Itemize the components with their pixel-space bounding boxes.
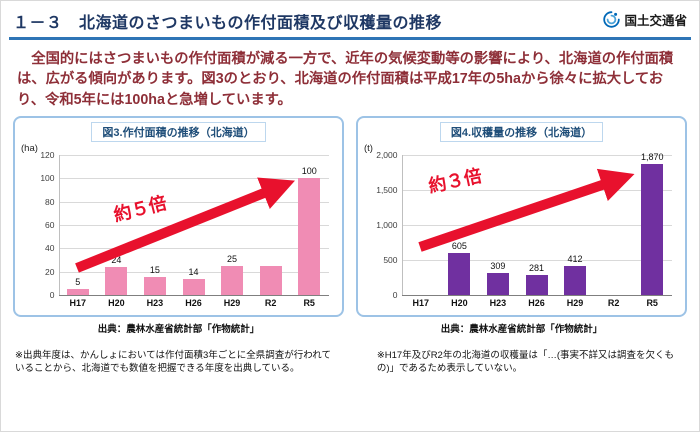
- mlit-logo: 国土交通省: [603, 10, 687, 29]
- chart-figure3-panel: 図3.作付面積の推移（北海道） (ha) 約５倍 0 20 40 60 80 100 120…: [13, 115, 344, 317]
- bar-value-label: 5: [75, 277, 81, 288]
- bar-H23: [143, 277, 166, 295]
- annotation-5x: 約５倍: [111, 192, 169, 226]
- bar-H17: [66, 289, 89, 295]
- y-axis: [58, 154, 60, 295]
- gridline: [58, 248, 329, 250]
- bar-value-label: 309: [490, 261, 506, 272]
- x-tick-label: H26: [528, 297, 545, 308]
- x-tick-label: H23: [146, 297, 164, 308]
- x-tick-label: R2: [264, 297, 277, 308]
- y-axis: [401, 154, 403, 295]
- mlit-logo-icon: [603, 11, 621, 28]
- x-tick-label: H23: [489, 297, 507, 308]
- y-tick-label: 40: [45, 243, 55, 254]
- charts-row: 図3.作付面積の推移（北海道） (ha) 約５倍 0 20 40 60 80 100 120…: [13, 115, 687, 335]
- bar-value-label: 100: [301, 166, 317, 177]
- chart-figure3: 図3.作付面積の推移（北海道） (ha) 約５倍 0 20 40 60 80 100 120…: [13, 115, 344, 335]
- bar-H20: [105, 266, 128, 295]
- gridline: [58, 154, 329, 156]
- y-tick-label: 120: [40, 149, 55, 160]
- bar-value-label: 1,870: [640, 152, 664, 162]
- page-title: １－３ 北海道のさつまいもの作付面積及び収穫量の推移: [13, 15, 443, 32]
- chart-figure4-plot: 約３倍 0 500 1,000 1,500 2,000 H17 605 H20 309 H23 28…: [372, 150, 672, 313]
- chart-figure3-unit: (ha): [21, 142, 38, 154]
- y-tick-label: 0: [392, 289, 398, 300]
- x-tick-label: H17: [412, 297, 430, 308]
- header: １－３ 北海道のさつまいもの作付面積及び収穫量の推移 国土交通省: [1, 1, 699, 35]
- chart-figure4-source: 出典：農林水産省統計部「作物統計」: [440, 323, 603, 335]
- bar-R5: [641, 163, 664, 295]
- bar-value-label: 281: [528, 263, 544, 274]
- chart-figure3-source: 出典：農林水産省統計部「作物統計」: [97, 323, 260, 335]
- bar-value-label: 412: [567, 254, 583, 265]
- x-tick-label: H29: [566, 297, 584, 308]
- y-tick-label: 100: [40, 173, 55, 184]
- bar-H29: [564, 266, 587, 295]
- bar-value-label: 14: [188, 266, 199, 277]
- y-tick-label: 20: [45, 266, 55, 277]
- title-divider: [9, 37, 691, 40]
- gridline: [401, 259, 672, 261]
- bar-value-label: 24: [111, 254, 122, 265]
- gridline: [401, 224, 672, 226]
- footnote-left: ※出典年度は、かんしょにおいては作付面積3年ごとに全県調査が行われていることから…: [15, 349, 332, 375]
- gridline: [401, 154, 672, 156]
- x-tick-label: R2: [607, 297, 620, 308]
- intro-text: 全国的にはさつまいもの作付面積が減る一方で、近年の気候変動等の影響により、北海道…: [17, 51, 674, 108]
- bar-R5: [298, 178, 321, 295]
- chart-figure4-unit: (t): [364, 142, 373, 154]
- x-tick-label: H26: [185, 297, 202, 308]
- bar-H26: [182, 278, 205, 295]
- gridline: [58, 201, 329, 203]
- x-tick-label: R5: [646, 297, 658, 308]
- chart-figure4: 図4.収穫量の推移（北海道） (t) 約３倍 0 500 1,000 1,500 2,0…: [356, 115, 687, 335]
- y-tick-label: 1,500: [376, 184, 398, 195]
- x-tick-label: H29: [223, 297, 241, 308]
- x-tick-label: H20: [108, 297, 125, 308]
- gridline: [58, 178, 329, 180]
- x-axis: [401, 294, 672, 296]
- bar-value-label: 605: [451, 240, 467, 251]
- bar-H29: [221, 265, 244, 295]
- chart-figure4-title: 図4.収穫量の推移（北海道）: [439, 121, 604, 142]
- growth-arrow-3x: [417, 168, 635, 252]
- y-tick-label: 60: [45, 219, 55, 230]
- chart-figure3-title: 図3.作付面積の推移（北海道）: [91, 121, 266, 142]
- footnotes: ※出典年度は、かんしょにおいては作付面積3年ごとに全県調査が行われていることから…: [15, 349, 685, 376]
- gridline: [58, 224, 329, 226]
- bar-H20: [448, 252, 471, 295]
- bar-H23: [486, 273, 509, 295]
- y-tick-label: 1,000: [376, 219, 398, 230]
- x-tick-label: R5: [303, 297, 315, 308]
- y-tick-label: 80: [45, 196, 55, 207]
- footnote-right: ※H17年及びR2年の北海道の収穫量は「…(事実不詳又は調査を欠くもの)」である…: [376, 349, 675, 375]
- bar-H26: [525, 275, 548, 295]
- y-tick-label: 500: [383, 254, 398, 265]
- bar-R2: [259, 265, 282, 295]
- y-tick-label: 2,000: [376, 149, 398, 160]
- chart-figure3-plot: 約５倍 0 20 40 60 80 100 120 5 H17 24 H20 15 H23 14 H26 25…: [29, 150, 329, 313]
- x-tick-label: H20: [451, 297, 468, 308]
- chart-figure4-panel: 図4.収穫量の推移（北海道） (t) 約３倍 0 500 1,000 1,500 2,0…: [356, 115, 687, 317]
- annotation-3x: 約３倍: [426, 165, 484, 197]
- y-tick-label: 0: [49, 289, 55, 300]
- mlit-logo-text: 国土交通省: [624, 14, 687, 28]
- x-axis: [58, 294, 329, 296]
- chart-figure4-title-row: 図4.収穫量の推移（北海道）: [364, 121, 679, 142]
- bar-value-label: 15: [149, 265, 160, 276]
- bar-value-label: 25: [227, 253, 238, 264]
- chart-figure3-title-row: 図3.作付面積の推移（北海道）: [21, 121, 336, 142]
- x-tick-label: H17: [69, 297, 87, 308]
